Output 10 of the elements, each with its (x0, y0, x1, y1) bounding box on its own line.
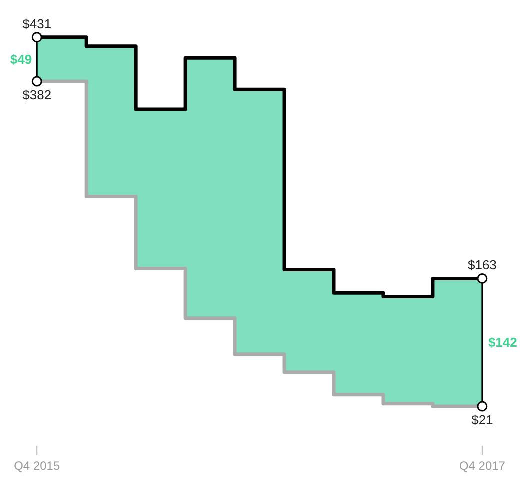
point (477, 273, 488, 284)
annotation: $49 (10, 52, 32, 67)
annotation: $142 (488, 335, 518, 350)
x-tick-label: Q4 2015 (14, 458, 60, 473)
data-label: $163 (468, 258, 497, 273)
data-label: $382 (22, 88, 52, 103)
data-label: $21 (472, 412, 494, 428)
x-tick-label: Q4 2017 (459, 458, 506, 473)
data-label: $431 (22, 16, 52, 32)
point (32, 32, 42, 43)
